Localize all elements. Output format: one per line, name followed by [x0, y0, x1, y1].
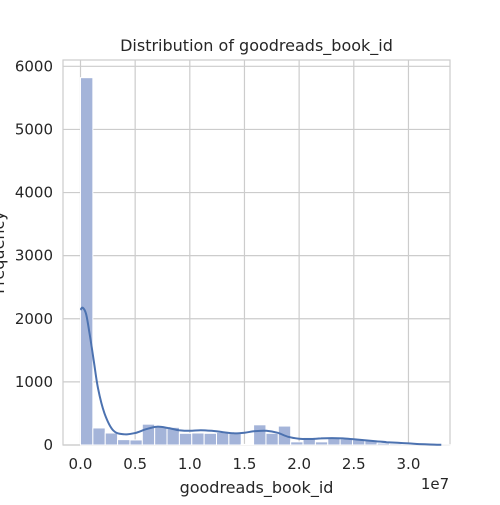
histogram-bar [266, 433, 278, 445]
y-tick-label: 1000 [15, 373, 53, 391]
y-tick-label: 6000 [15, 57, 53, 75]
histogram-bar [155, 427, 167, 445]
x-axis-title: goodreads_book_id [180, 478, 334, 498]
x-tick-label: 2.5 [342, 455, 366, 473]
x-tick-label: 2.0 [287, 455, 311, 473]
y-tick-label: 2000 [15, 310, 53, 328]
histogram-bar [93, 428, 105, 445]
histogram-bar [254, 425, 266, 445]
histogram-bar [105, 433, 117, 445]
histogram-bar [80, 78, 92, 445]
chart-title: Distribution of goodreads_book_id [120, 36, 393, 56]
histogram-bar [291, 442, 303, 445]
y-axis-title: Frequency [0, 211, 8, 294]
y-tick-label: 3000 [15, 247, 53, 265]
histogram-bar [241, 444, 253, 445]
x-tick-label: 0.5 [123, 455, 147, 473]
histogram-bar [377, 443, 389, 445]
histogram-bar [216, 432, 228, 445]
histogram-bar [130, 440, 142, 445]
y-tick-label: 4000 [15, 184, 53, 202]
x-tick-label: 1.0 [178, 455, 202, 473]
histogram-bar [315, 442, 327, 445]
x-tick-label: 3.0 [397, 455, 421, 473]
x-axis-offset-label: 1e7 [421, 475, 449, 493]
x-tick-label: 1.5 [233, 455, 257, 473]
histogram-bar [229, 434, 241, 445]
plot-area [63, 60, 450, 445]
y-tick-label: 0 [43, 436, 53, 454]
x-tick-label: 0.0 [69, 455, 93, 473]
histogram-bar [192, 433, 204, 445]
histogram-bar [179, 433, 191, 445]
histogram-bar [118, 440, 130, 445]
y-tick-label: 5000 [15, 120, 53, 138]
histogram-bar [204, 433, 216, 445]
